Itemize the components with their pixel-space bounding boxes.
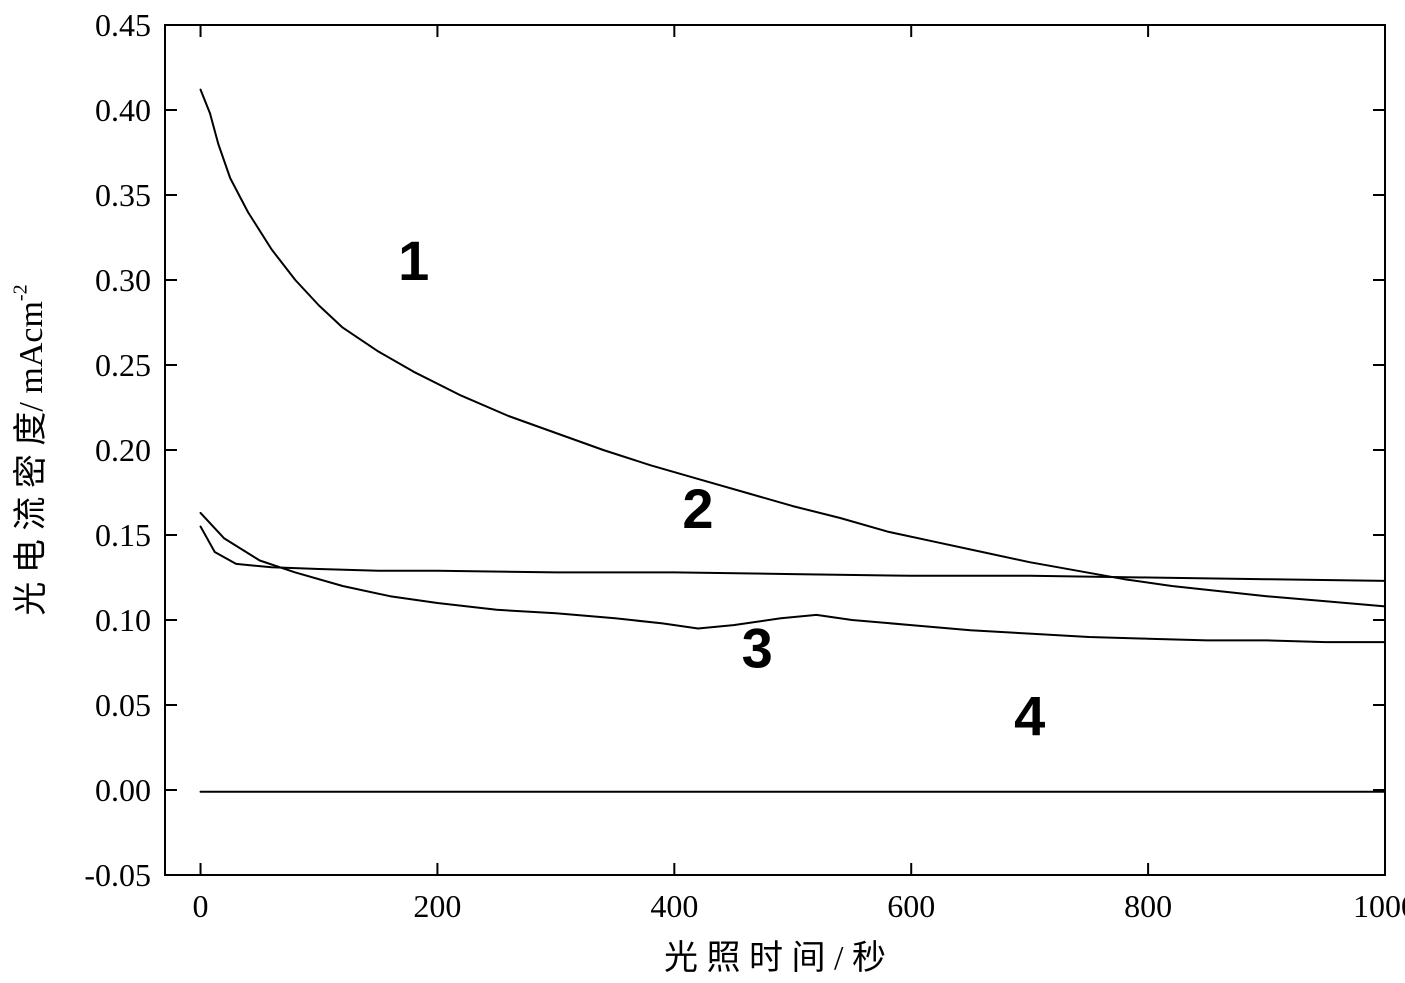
x-tick-label: 400 <box>650 888 698 924</box>
y-tick-label: 0.30 <box>95 262 151 298</box>
chart-svg: 0 200 400 600 800 1000 -0.05 0.00 0.05 0.10 0.15 0.… <box>0 0 1405 983</box>
y-tick-label: 0.25 <box>95 347 151 383</box>
x-axis-label: 光 照 时 间 / 秒 <box>664 939 886 977</box>
y-tick-label: 0.05 <box>95 687 151 723</box>
x-tick-label: 800 <box>1124 888 1172 924</box>
y-tick-label: 0.10 <box>95 602 151 638</box>
y-tick-label: 0.00 <box>95 772 151 808</box>
curve-4-label: 4 <box>1014 685 1045 748</box>
curve-1-label: 1 <box>398 229 429 292</box>
curve-3-label: 3 <box>742 617 773 680</box>
y-tick-label: 0.45 <box>95 7 151 43</box>
y-axis-label: 光 电 流 密 度/ mAcm-2 <box>10 284 50 615</box>
y-tick-label: 0.15 <box>95 517 151 553</box>
x-tick-label: 0 <box>193 888 209 924</box>
y-tick-label: -0.05 <box>84 857 151 893</box>
y-tick-label: 0.40 <box>95 92 151 128</box>
chart-container: 0 200 400 600 800 1000 -0.05 0.00 0.05 0.10 0.15 0.… <box>0 0 1405 983</box>
y-tick-label: 0.20 <box>95 432 151 468</box>
curve-2-label: 2 <box>682 477 713 540</box>
x-tick-label: 1000 <box>1353 888 1405 924</box>
y-tick-label: 0.35 <box>95 177 151 213</box>
x-tick-label: 600 <box>887 888 935 924</box>
x-tick-label: 200 <box>413 888 461 924</box>
